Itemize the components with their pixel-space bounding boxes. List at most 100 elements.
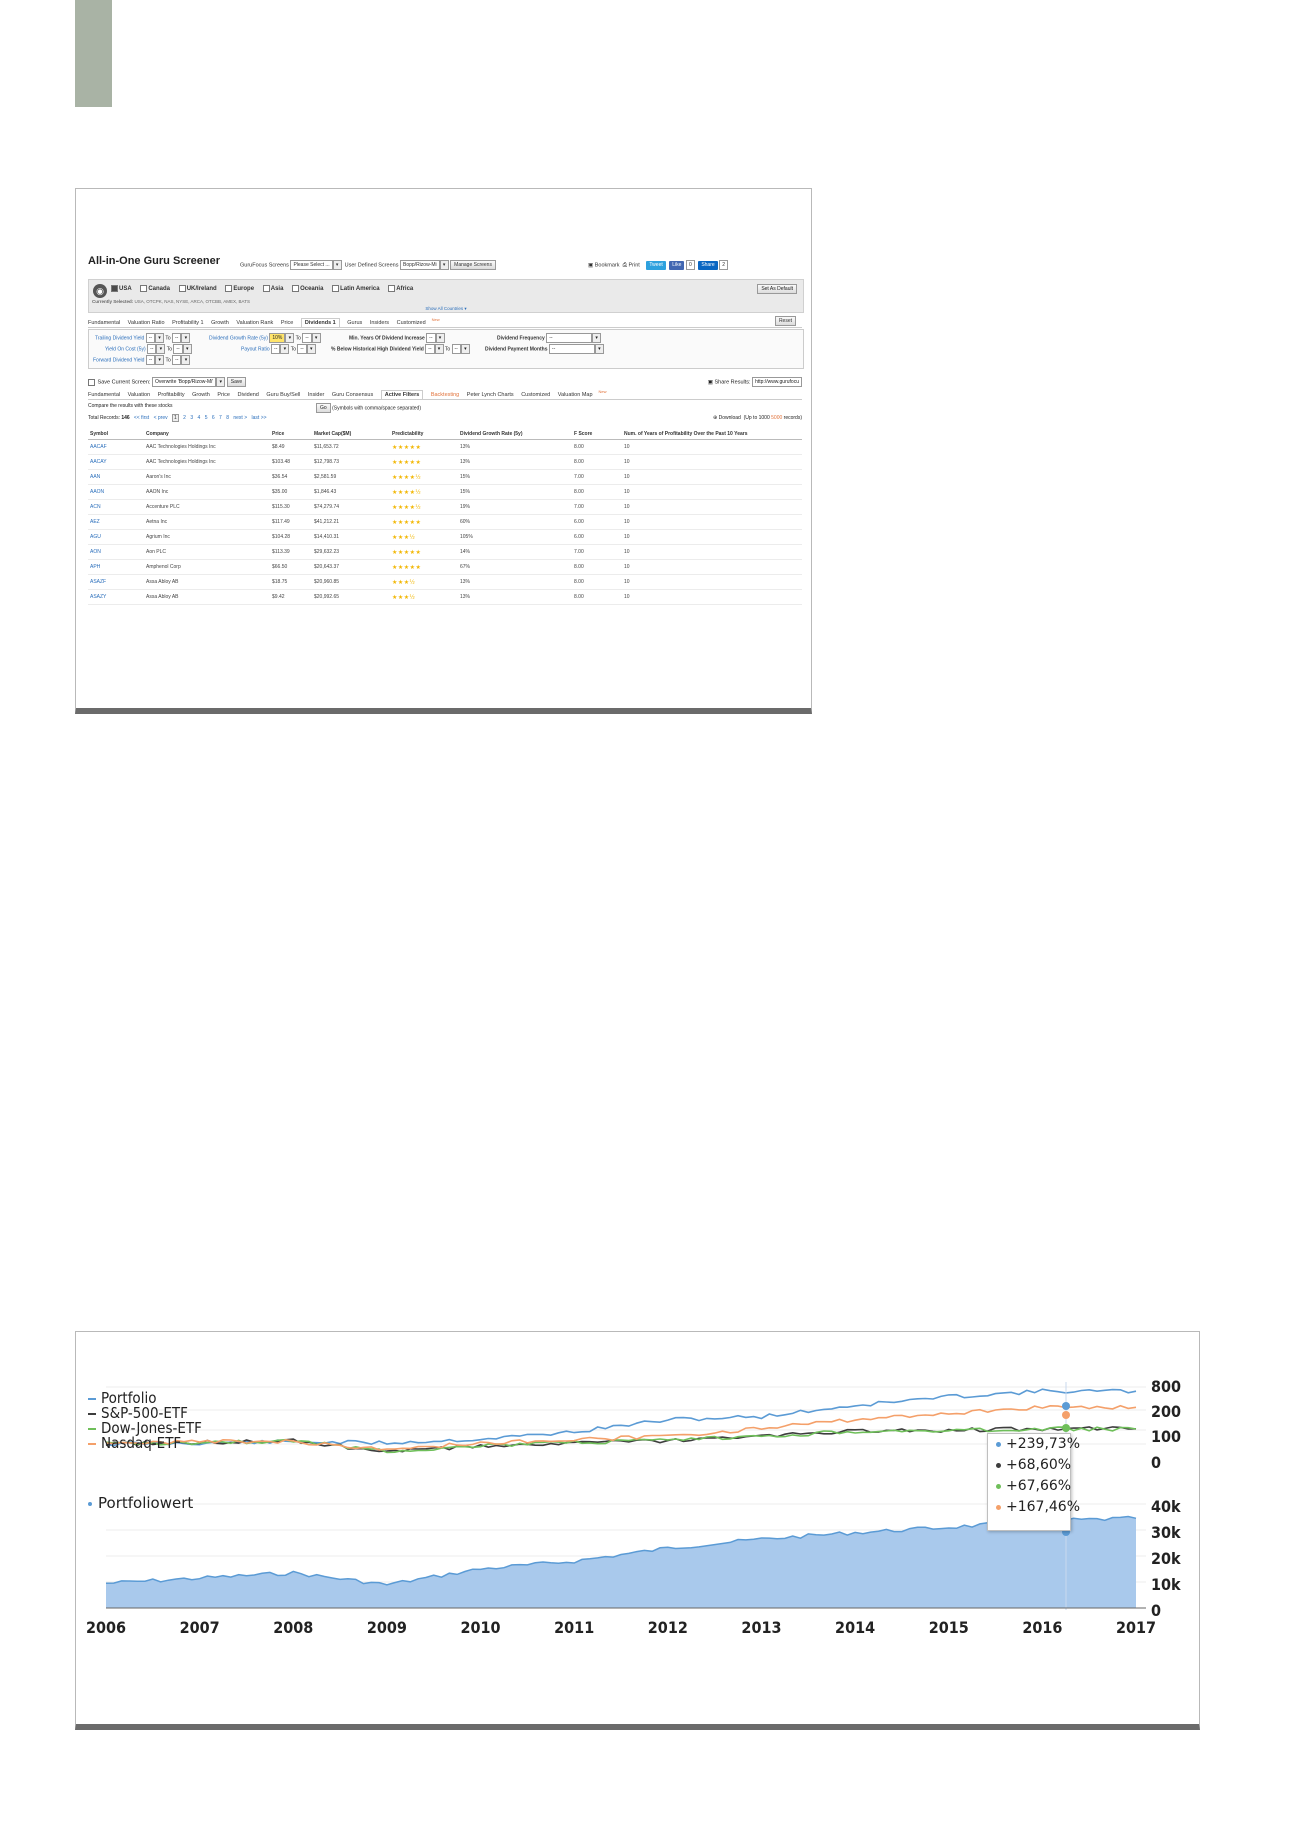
save-button[interactable]: Save	[226, 377, 247, 387]
tab-valuation-rank[interactable]: Valuation Rank	[236, 319, 274, 326]
symbol-link[interactable]: AAON	[88, 484, 144, 500]
min-select[interactable]: --	[271, 344, 281, 354]
tab-customized[interactable]: CustomizedNew	[396, 317, 440, 326]
col-dividend-growth[interactable]: Dividend Growth Rate (5y)	[458, 429, 572, 440]
checkbox-icon[interactable]	[140, 285, 148, 292]
pager-prev[interactable]: < prev	[153, 415, 168, 421]
symbol-link[interactable]: ACN	[88, 499, 144, 515]
chevron-down-icon[interactable]: ▾	[306, 344, 316, 354]
chevron-down-icon[interactable]: ▾	[216, 377, 226, 387]
symbol-link[interactable]: AGU	[88, 529, 144, 545]
tab-active-filters[interactable]: Active Filters	[380, 389, 424, 399]
legend-item-portfolio[interactable]: Portfolio	[88, 1391, 202, 1406]
tab-customized[interactable]: Customized	[521, 391, 551, 398]
country-africa[interactable]: Africa	[388, 285, 413, 292]
chevron-down-icon[interactable]: ▾	[435, 333, 445, 343]
min-select[interactable]: --	[145, 333, 156, 343]
tab-fundamental[interactable]: Fundamental	[88, 319, 121, 326]
max-select[interactable]: --	[451, 344, 461, 354]
col-predictability[interactable]: Predictability	[390, 429, 458, 440]
pager-page[interactable]: 5	[204, 415, 208, 421]
symbol-link[interactable]: AON	[88, 544, 144, 560]
legend-item-dow[interactable]: Dow-Jones-ETF	[88, 1421, 202, 1436]
share-button[interactable]: Share	[698, 261, 718, 271]
payment-months-select[interactable]: --	[548, 344, 595, 354]
print-icon[interactable]: ⎙	[622, 262, 627, 269]
chevron-down-icon[interactable]: ▾	[311, 333, 321, 343]
go-button[interactable]: Go	[316, 403, 331, 413]
max-select[interactable]: --	[172, 333, 182, 343]
print-link[interactable]: Print	[628, 262, 640, 269]
chevron-down-icon[interactable]: ▾	[592, 333, 602, 343]
checkbox-icon[interactable]	[88, 378, 95, 386]
symbol-link[interactable]: ASAZF	[88, 574, 144, 590]
checkbox-icon[interactable]	[225, 285, 233, 292]
chevron-down-icon[interactable]: ▾	[280, 344, 290, 354]
growth-max-select[interactable]: --	[302, 333, 312, 343]
col-company[interactable]: Company	[144, 429, 270, 440]
chevron-down-icon[interactable]: ▾	[594, 344, 604, 354]
country-uk-ireland[interactable]: UK/Ireland	[178, 285, 217, 292]
pager-page[interactable]: 8	[226, 415, 229, 421]
pager-first[interactable]: << first	[133, 415, 150, 421]
min-select[interactable]: --	[425, 344, 435, 354]
symbol-link[interactable]: AEZ	[88, 514, 144, 530]
checkbox-icon[interactable]	[178, 285, 186, 292]
min-select[interactable]: --	[147, 344, 157, 354]
pager-page[interactable]: 4	[197, 415, 201, 421]
save-screen-select[interactable]: Overwrite 'Bopp/Rizow-Mi'	[151, 377, 217, 387]
min-select[interactable]: --	[145, 355, 156, 365]
tab-valuation-map[interactable]: Valuation MapNew	[557, 389, 607, 398]
symbol-link[interactable]: AAN	[88, 469, 144, 485]
country-canada[interactable]: Canada	[140, 285, 170, 292]
download-link[interactable]: Download	[718, 415, 741, 421]
show-all-countries-link[interactable]: Show All Countries ▾	[425, 306, 467, 311]
tab-valuation-ratio[interactable]: Valuation Ratio	[127, 319, 165, 326]
chevron-down-icon[interactable]: ▾	[156, 344, 166, 354]
set-default-button[interactable]: Set As Default	[757, 284, 797, 294]
checkbox-icon[interactable]	[388, 285, 396, 292]
tab-guru-consensus[interactable]: Guru Consensus	[331, 391, 374, 398]
chevron-down-icon[interactable]: ▾	[285, 333, 295, 343]
symbol-link[interactable]: AACAF	[88, 439, 144, 455]
like-button[interactable]: Like	[669, 261, 685, 271]
country-europe[interactable]: Europe	[225, 285, 254, 292]
country-latin-america[interactable]: Latin America	[332, 285, 380, 292]
tab-gurus[interactable]: Gurus	[347, 319, 363, 326]
legend-item-sp500[interactable]: S&P-500-ETF	[88, 1406, 202, 1421]
tab-fundamental[interactable]: Fundamental	[88, 391, 121, 398]
bookmark-link[interactable]: Bookmark	[594, 262, 620, 269]
tab-dividend[interactable]: Dividend	[237, 391, 259, 398]
chevron-down-icon[interactable]: ▾	[181, 333, 191, 343]
country-asia[interactable]: Asia	[262, 285, 283, 292]
pager-page[interactable]: 7	[219, 415, 222, 421]
country-oceania[interactable]: Oceania	[292, 285, 323, 292]
chevron-down-icon[interactable]: ▾	[182, 344, 192, 354]
tab-growth[interactable]: Growth	[192, 391, 210, 398]
pager-page[interactable]: 2	[183, 415, 186, 421]
tab-price[interactable]: Price	[217, 391, 230, 398]
frequency-select[interactable]: --	[546, 333, 593, 343]
pager-page[interactable]: 3	[190, 415, 194, 421]
pager-page[interactable]: 6	[211, 415, 215, 421]
country-usa[interactable]: USA	[111, 285, 132, 292]
chevron-down-icon[interactable]: ▾	[439, 260, 449, 270]
download-icon[interactable]: ⊕	[712, 415, 718, 421]
chevron-down-icon[interactable]: ▾	[155, 333, 165, 343]
tab-price[interactable]: Price	[280, 319, 294, 326]
legend-bottom[interactable]: Portfoliowert	[88, 1494, 193, 1512]
download-count[interactable]: 5000	[771, 415, 783, 421]
col-symbol[interactable]: Symbol	[88, 429, 144, 440]
growth-min-select[interactable]: 10%	[269, 333, 286, 343]
reset-button[interactable]: Reset	[774, 316, 796, 326]
symbol-link[interactable]: AACAY	[88, 454, 144, 470]
col-market-cap[interactable]: Market Cap($M)	[312, 429, 390, 440]
chevron-down-icon[interactable]: ▾	[460, 344, 470, 354]
max-select[interactable]: --	[172, 355, 182, 365]
col-profit-years[interactable]: Num. of Years of Profitability Over the …	[622, 429, 802, 440]
share-results-url[interactable]: http://www.gurufocu	[752, 377, 802, 387]
chevron-down-icon[interactable]: ▾	[332, 260, 342, 270]
max-select[interactable]: --	[297, 344, 307, 354]
pager-page[interactable]: 1	[172, 414, 179, 422]
chevron-down-icon[interactable]: ▾	[155, 355, 165, 365]
